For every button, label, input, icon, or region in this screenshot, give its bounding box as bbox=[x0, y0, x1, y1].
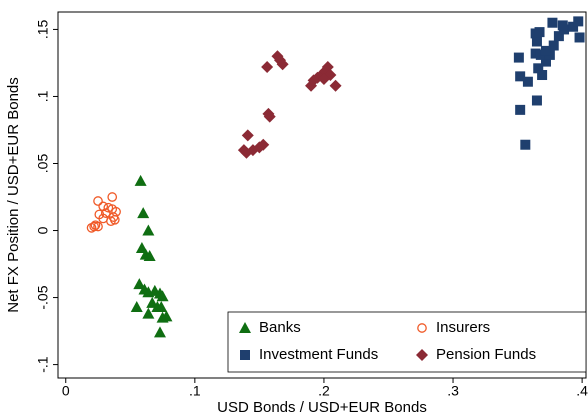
legend-label: Pension Funds bbox=[436, 346, 536, 363]
legend-label: Insurers bbox=[436, 319, 490, 336]
point bbox=[262, 107, 275, 120]
point bbox=[160, 310, 173, 322]
point bbox=[100, 208, 111, 218]
x-tick-label: .1 bbox=[189, 383, 201, 399]
point bbox=[573, 16, 584, 27]
point bbox=[540, 56, 551, 67]
point bbox=[261, 60, 274, 73]
x-tick-label: .4 bbox=[576, 383, 588, 399]
y-tick-label: 0 bbox=[35, 226, 51, 234]
point bbox=[547, 17, 558, 28]
x-axis-title: USD Bonds / USD+EUR Bonds bbox=[217, 399, 427, 416]
y-tick-label: .05 bbox=[35, 154, 51, 174]
point bbox=[531, 95, 542, 106]
y-tick-label: -.05 bbox=[35, 285, 51, 309]
point bbox=[142, 224, 155, 236]
point bbox=[553, 31, 564, 42]
point bbox=[156, 290, 169, 302]
point bbox=[531, 36, 542, 47]
y-tick-label: .1 bbox=[35, 90, 51, 102]
point bbox=[130, 300, 143, 312]
point bbox=[535, 49, 546, 60]
point bbox=[237, 144, 250, 157]
point bbox=[155, 300, 168, 312]
point bbox=[93, 196, 103, 206]
point bbox=[329, 79, 342, 92]
point bbox=[107, 192, 118, 202]
legend-marker bbox=[239, 322, 251, 333]
y-tick-label: -.1 bbox=[35, 356, 51, 373]
y-axis-title: Net FX Position / USD+EUR Bonds bbox=[5, 77, 22, 313]
point bbox=[98, 201, 109, 212]
point bbox=[515, 104, 526, 115]
point bbox=[534, 27, 545, 38]
point bbox=[143, 250, 156, 261]
point bbox=[530, 48, 541, 59]
point bbox=[540, 45, 551, 56]
point bbox=[520, 139, 531, 150]
legend-label: Investment Funds bbox=[259, 346, 378, 363]
x-tick-label: .2 bbox=[318, 383, 330, 399]
y-tick-label: .15 bbox=[35, 19, 51, 39]
point bbox=[522, 76, 533, 87]
point bbox=[574, 32, 585, 43]
point bbox=[93, 221, 103, 232]
point bbox=[134, 174, 147, 186]
point bbox=[86, 222, 97, 233]
point bbox=[142, 307, 155, 319]
legend-marker bbox=[240, 350, 250, 360]
point bbox=[106, 216, 116, 226]
legend-label: Banks bbox=[259, 319, 301, 336]
legend-box bbox=[227, 311, 587, 373]
point bbox=[513, 52, 524, 63]
point bbox=[548, 40, 559, 51]
point bbox=[515, 71, 526, 82]
point bbox=[135, 241, 148, 253]
point bbox=[153, 326, 166, 338]
x-tick-label: .3 bbox=[447, 383, 459, 399]
legend-marker bbox=[416, 349, 428, 361]
point bbox=[137, 207, 150, 219]
legend-marker bbox=[417, 323, 427, 333]
point bbox=[257, 138, 270, 151]
x-tick-label: 0 bbox=[62, 383, 70, 399]
point bbox=[241, 129, 254, 142]
point bbox=[276, 58, 289, 71]
point bbox=[568, 21, 579, 32]
point bbox=[133, 278, 146, 290]
point bbox=[533, 63, 544, 74]
point bbox=[557, 20, 568, 31]
point bbox=[537, 70, 548, 81]
point bbox=[317, 73, 330, 86]
